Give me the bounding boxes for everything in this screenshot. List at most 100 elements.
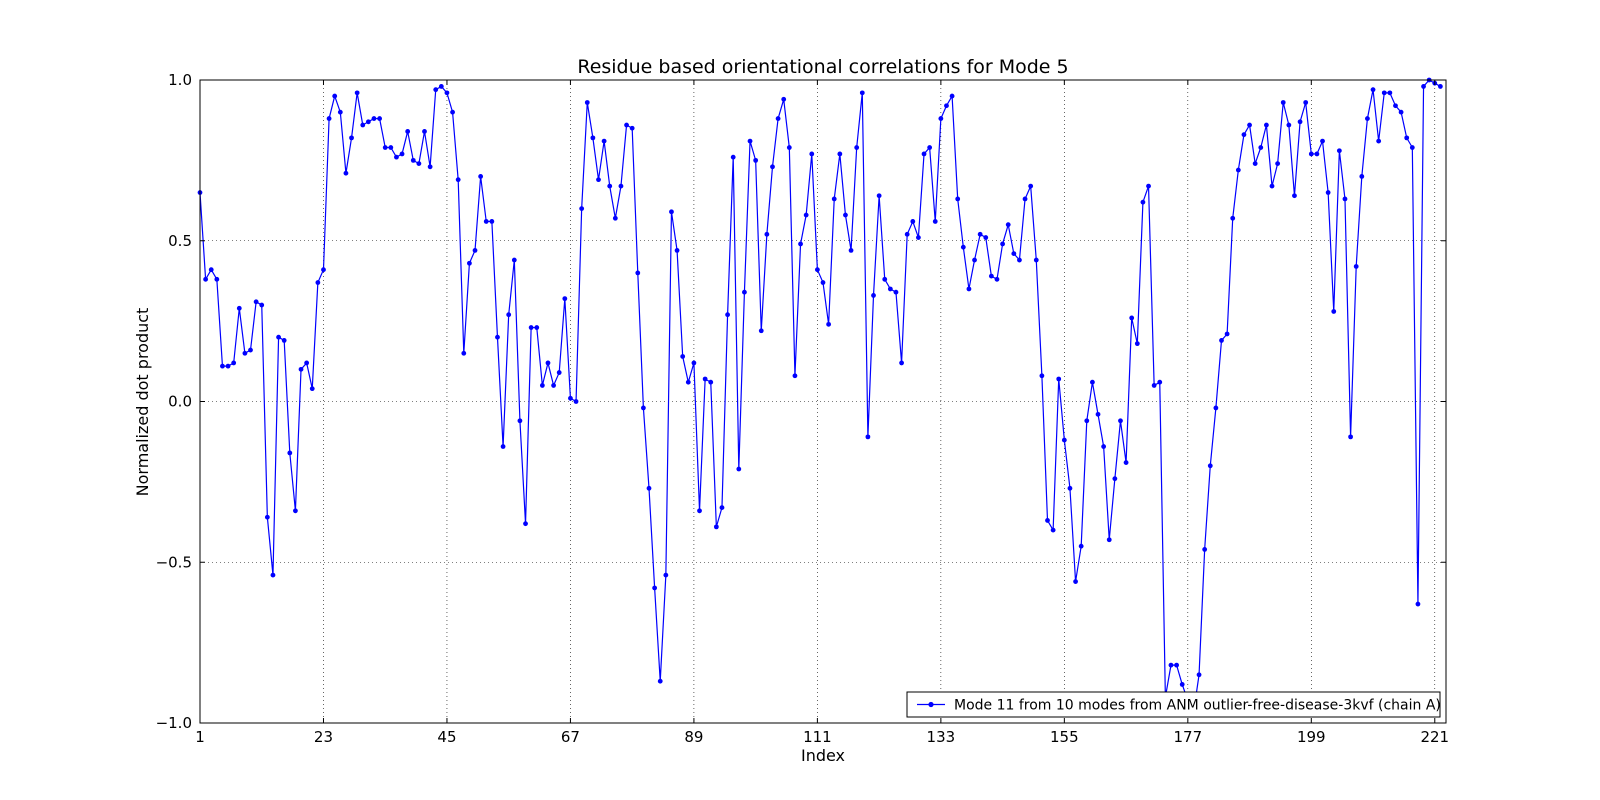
data-point (1404, 135, 1410, 141)
data-point (1280, 100, 1286, 105)
legend-box (906, 691, 1441, 718)
data-point (399, 151, 405, 157)
data-point (287, 450, 293, 456)
data-point (438, 84, 444, 89)
data-point (871, 293, 876, 298)
legend-label: Mode 11 from 10 modes from ANM outlier-f… (954, 698, 1441, 714)
data-point (803, 212, 809, 218)
data-point (607, 183, 613, 189)
data-point (764, 231, 770, 237)
data-point (977, 231, 983, 237)
data-point (949, 93, 955, 99)
data-point (1005, 222, 1011, 228)
x-tick-label: 111 (803, 728, 832, 746)
data-point (652, 585, 658, 591)
data-point (792, 373, 798, 379)
data-point (1348, 434, 1353, 440)
data-point (337, 109, 343, 115)
data-point (528, 325, 534, 330)
tick-group: 1 23 45 67 89 111 133 155 177 199 221 −1.0 −0.5 0.0 0.… (156, 71, 1450, 746)
data-point (405, 129, 411, 134)
data-point (612, 215, 618, 221)
data-point (702, 376, 708, 382)
data-point (568, 395, 573, 401)
data-point (360, 122, 366, 128)
x-tick-label: 133 (927, 728, 956, 746)
data-point (1292, 193, 1297, 199)
data-point (1168, 662, 1174, 668)
data-point (596, 177, 601, 183)
data-point (972, 257, 977, 263)
data-point (304, 360, 310, 366)
y-tick-label: 0.5 (168, 232, 192, 250)
data-point (478, 174, 484, 179)
data-point (270, 572, 276, 578)
data-point (680, 354, 686, 359)
y-axis-label: Normalized dot product (133, 308, 152, 497)
data-point (1421, 84, 1426, 89)
data-point (1353, 264, 1359, 269)
data-point (332, 93, 338, 99)
data-point (1033, 257, 1039, 263)
data-point (248, 347, 253, 353)
data-point (635, 270, 641, 276)
data-point (326, 116, 332, 121)
data-point (697, 508, 702, 514)
data-point (798, 241, 803, 247)
data-point (1073, 579, 1078, 584)
data-point (932, 219, 938, 224)
data-point (1325, 190, 1331, 195)
x-tick-label: 23 (314, 728, 333, 746)
data-point (1370, 87, 1376, 93)
x-tick-label: 155 (1050, 728, 1079, 746)
data-point (203, 276, 209, 282)
data-point (859, 90, 865, 96)
data-point (394, 154, 399, 160)
data-point (545, 360, 551, 366)
data-point (988, 273, 994, 279)
data-point (831, 196, 837, 202)
data-point (843, 212, 848, 218)
data-point (220, 363, 225, 369)
data-point (657, 678, 663, 684)
data-point (837, 151, 843, 157)
data-point (253, 299, 259, 305)
data-point (775, 116, 781, 121)
data-point (618, 183, 624, 189)
data-point (354, 90, 360, 96)
data-point (495, 334, 500, 340)
data-point (1118, 418, 1123, 424)
data-point (1219, 338, 1224, 343)
data-point (1129, 315, 1135, 321)
data-point (1437, 84, 1443, 89)
data-point (1275, 161, 1281, 166)
data-point (910, 219, 916, 224)
data-point (742, 289, 747, 295)
data-point (1409, 145, 1415, 150)
data-point (1286, 122, 1292, 128)
data-point (814, 267, 820, 273)
data-point (506, 312, 512, 318)
data-point (1359, 174, 1365, 179)
data-point (1365, 116, 1370, 121)
data-point (225, 363, 231, 369)
data-point (1050, 527, 1056, 533)
data-point (1247, 122, 1252, 128)
data-point (674, 247, 680, 253)
data-point (1308, 151, 1314, 157)
x-tick-label: 1 (195, 728, 205, 746)
data-point (1123, 460, 1129, 465)
data-point (1393, 103, 1398, 109)
data-point (1095, 411, 1101, 417)
x-axis-label: Index (801, 746, 845, 765)
data-point (641, 405, 646, 411)
data-point (422, 129, 427, 134)
data-point (1252, 161, 1258, 166)
data-point (410, 157, 416, 163)
data-point (1140, 199, 1146, 205)
data-point (539, 383, 545, 388)
data-point (921, 151, 927, 157)
data-point (556, 370, 562, 375)
data-point (1011, 251, 1017, 257)
data-point (685, 379, 691, 385)
